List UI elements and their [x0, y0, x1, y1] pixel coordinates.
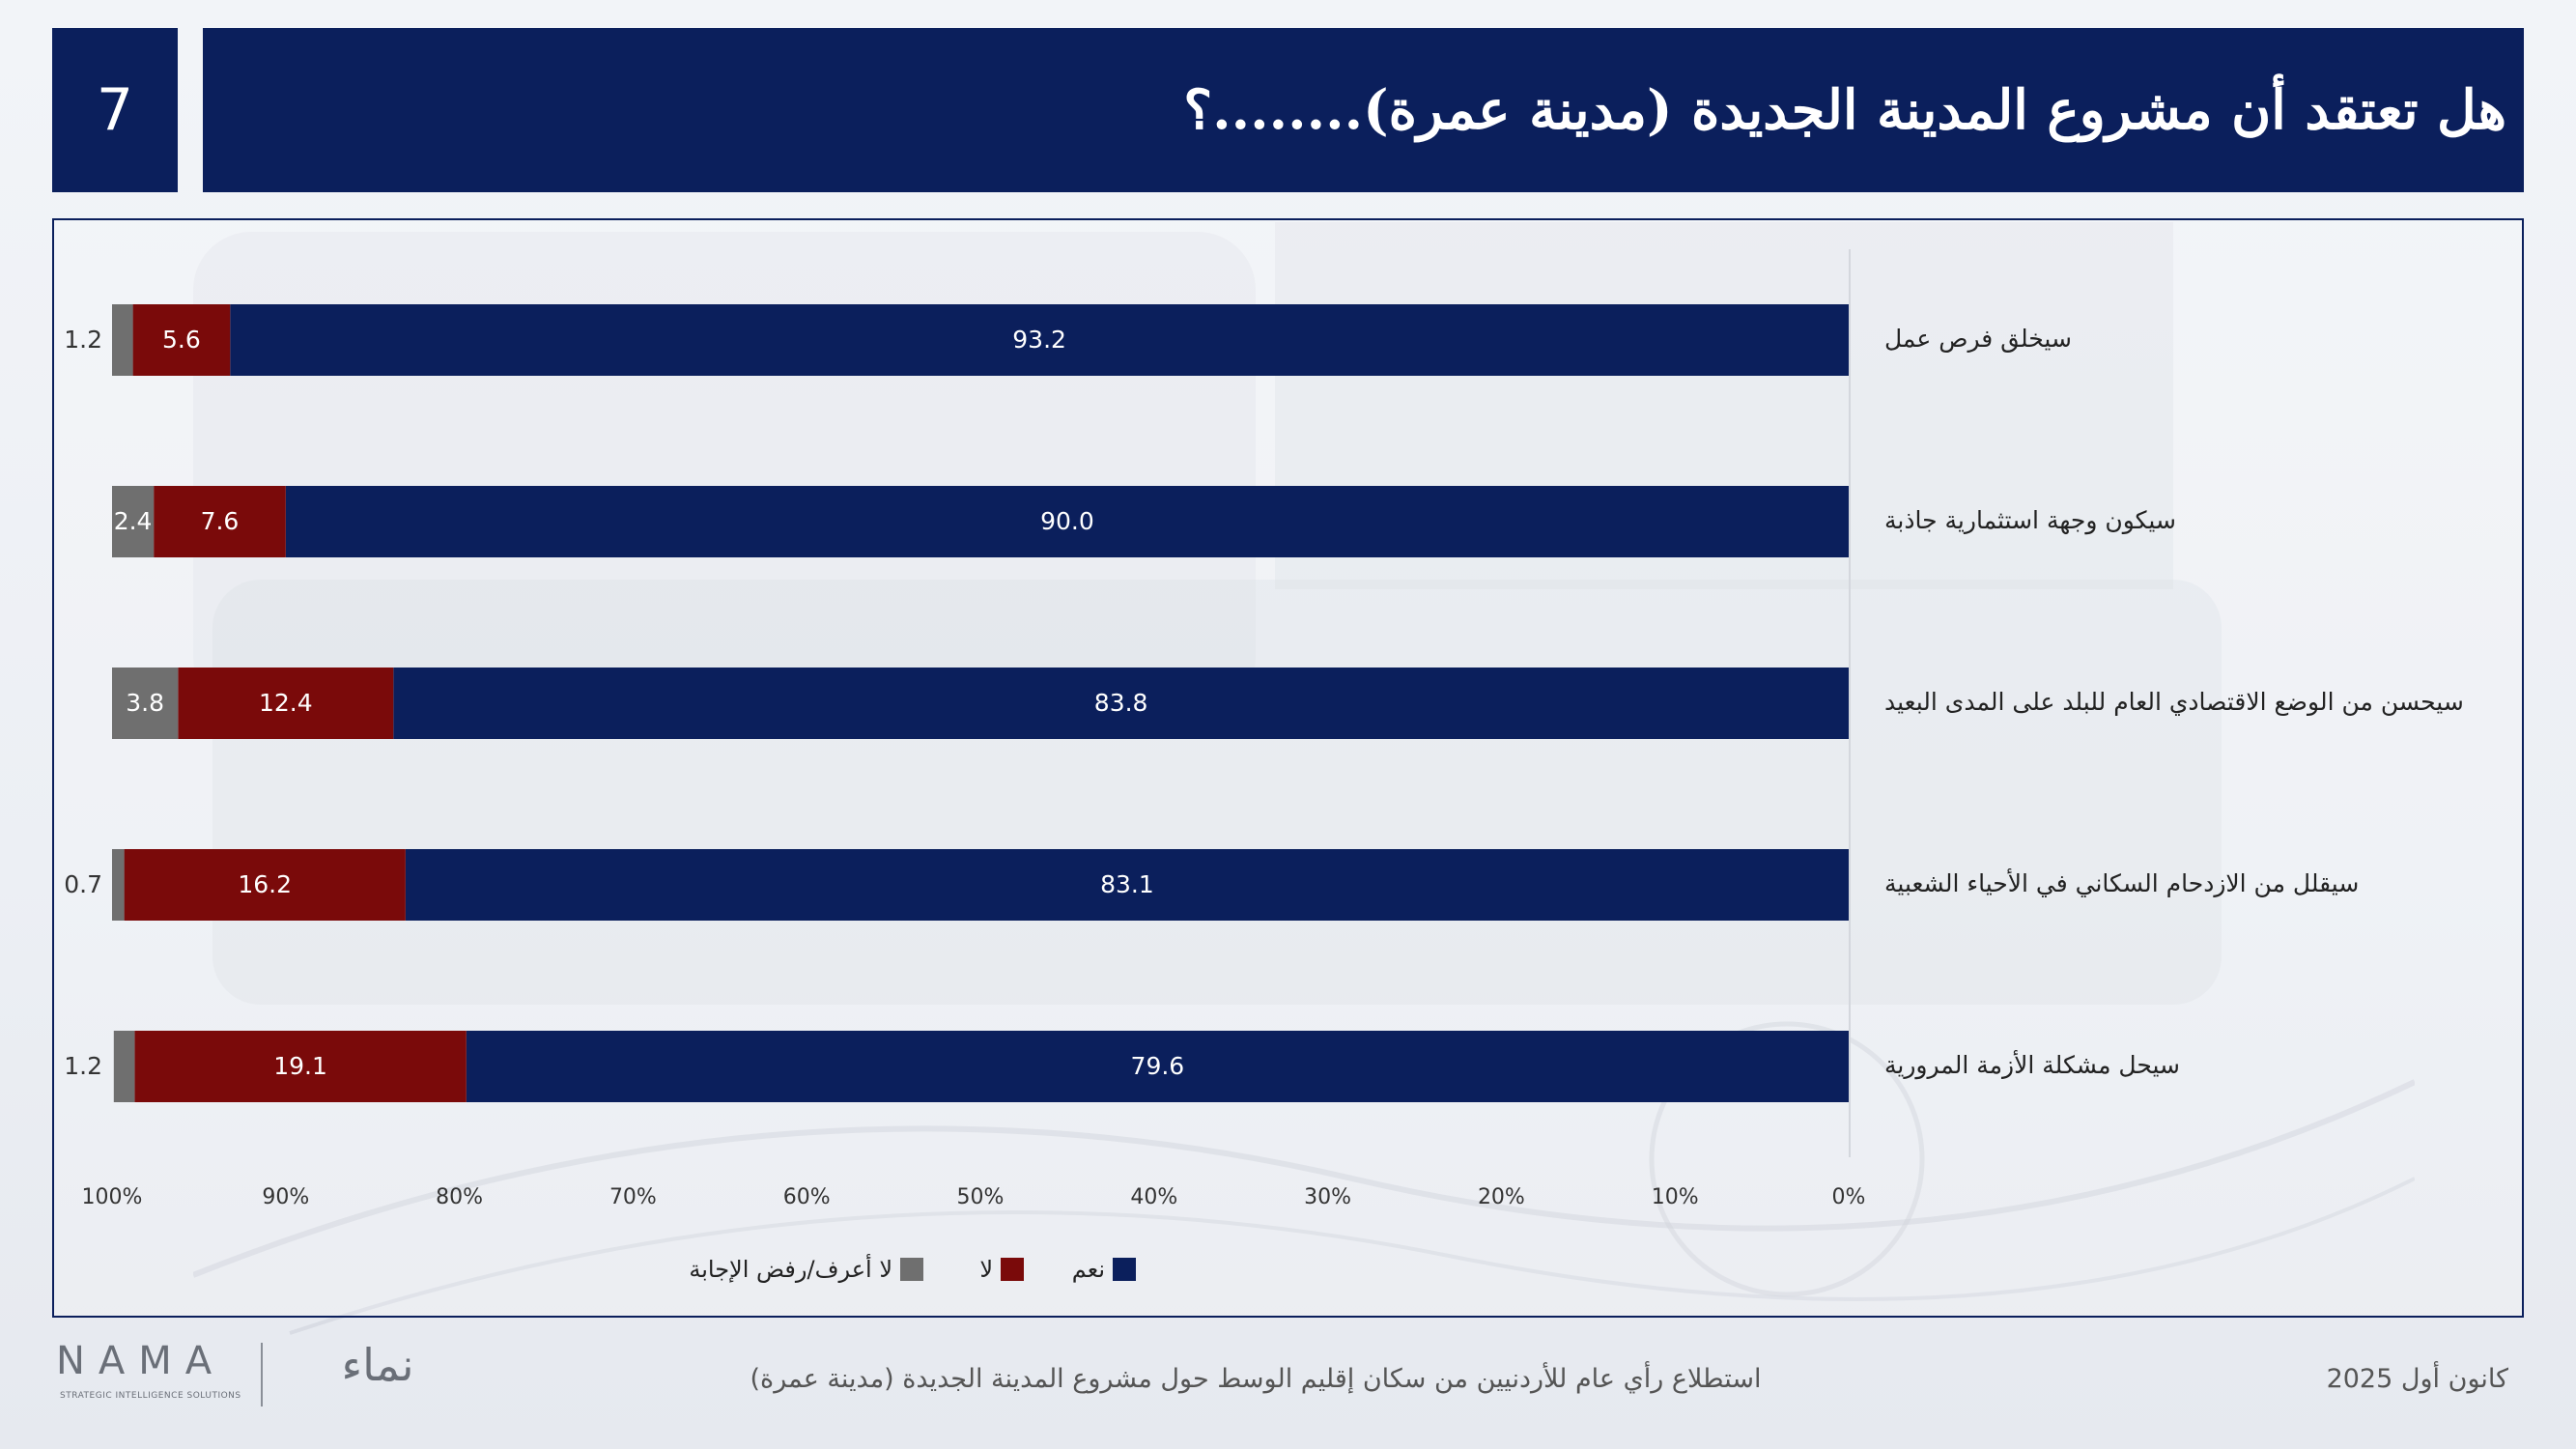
legend-label-no: لا: [979, 1256, 993, 1283]
bar-dont-know: [112, 849, 125, 921]
data-label-dont-know: 2.4: [114, 507, 153, 535]
stacked-bar-chart: 93.2 5.6 1.2 سيخلق فرص عمل 90.0 7.6 2.4 سيكون و…: [64, 249, 2464, 1283]
bar-dont-know: [112, 668, 179, 739]
slide-number: 7: [52, 28, 178, 192]
data-label-no: 7.6: [201, 507, 240, 535]
legend-label-yes: نعم: [1072, 1256, 1105, 1283]
page-title: هل تعتقد أن مشروع المدينة الجديدة (مدينة…: [203, 28, 2524, 192]
bar-yes: [466, 1031, 1849, 1102]
data-label-no: 5.6: [162, 326, 201, 354]
data-label-dont-know: 0.7: [64, 870, 102, 898]
x-tick-label: 80%: [436, 1185, 483, 1209]
data-label-no: 16.2: [238, 870, 292, 898]
logo-arabic-text: نماء: [341, 1339, 414, 1391]
data-label-dont-know: 1.2: [64, 1052, 102, 1080]
data-label-dont-know: 3.8: [126, 689, 164, 717]
category-label: سيحسن من الوضع الاقتصادي العام للبلد على…: [1884, 688, 2464, 717]
x-tick-label: 90%: [262, 1185, 309, 1209]
bar-no: [154, 486, 286, 557]
bar-no: [134, 1031, 467, 1102]
chart-container: 93.2 5.6 1.2 سيخلق فرص عمل 90.0 7.6 2.4 سيكون و…: [52, 218, 2524, 1318]
footer-date: كانون أول 2025: [2326, 1364, 2508, 1394]
category-label: سيخلق فرص عمل: [1884, 325, 2072, 353]
x-tick-label: 60%: [783, 1185, 831, 1209]
data-label-dont-know: 1.2: [64, 326, 102, 354]
x-tick-label: 20%: [1478, 1185, 1525, 1209]
bar-dont-know: [112, 486, 155, 557]
data-label-yes: 83.1: [1100, 870, 1154, 898]
category-label: سيقلل من الازدحام السكاني في الأحياء الش…: [1884, 867, 2359, 897]
bar-yes: [393, 668, 1849, 739]
legend-swatch-yes: [1113, 1258, 1136, 1281]
data-label-no: 19.1: [273, 1052, 327, 1080]
x-tick-label: 10%: [1652, 1185, 1699, 1209]
data-label-yes: 79.6: [1131, 1052, 1185, 1080]
nama-logo: NAMA STRATEGIC INTELLIGENCE SOLUTIONS نم…: [56, 1339, 481, 1416]
logo-latin-text: NAMA: [56, 1339, 226, 1383]
x-tick-label: 50%: [957, 1185, 1005, 1209]
category-label: سيكون وجهة استثمارية جاذبة: [1884, 506, 2176, 535]
legend-swatch-dont-know: [900, 1258, 923, 1281]
category-label: سيحل مشكلة الأزمة المرورية: [1884, 1049, 2180, 1080]
data-label-no: 12.4: [259, 689, 313, 717]
legend-swatch-no: [1001, 1258, 1024, 1281]
bar-yes: [405, 849, 1849, 921]
x-tick-label: 70%: [609, 1185, 657, 1209]
data-label-yes: 93.2: [1012, 326, 1066, 354]
bar-yes: [230, 304, 1849, 376]
x-tick-label: 100%: [82, 1185, 143, 1209]
bar-dont-know: [112, 304, 133, 376]
x-tick-label: 30%: [1304, 1185, 1351, 1209]
data-label-yes: 83.8: [1094, 689, 1148, 717]
footer-survey-title: استطلاع رأي عام للأردنيين من سكان إقليم …: [750, 1364, 1762, 1394]
bar-dont-know: [113, 1031, 135, 1102]
bar-no: [124, 849, 406, 921]
logo-tagline: STRATEGIC INTELLIGENCE SOLUTIONS: [60, 1391, 241, 1401]
logo-separator: [261, 1343, 263, 1406]
bar-yes: [285, 486, 1849, 557]
bar-no: [132, 304, 231, 376]
x-tick-label: 40%: [1130, 1185, 1177, 1209]
legend-label-dont-know: لا أعرف/رفض الإجابة: [689, 1254, 892, 1283]
x-tick-label: 0%: [1832, 1185, 1866, 1209]
data-label-yes: 90.0: [1040, 507, 1094, 535]
bar-no: [178, 668, 394, 739]
